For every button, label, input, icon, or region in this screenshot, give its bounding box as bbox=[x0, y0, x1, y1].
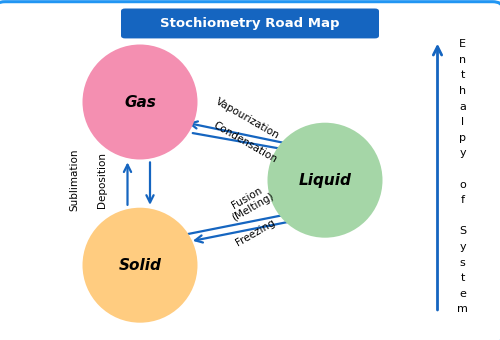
Text: E: E bbox=[459, 39, 466, 49]
Text: f: f bbox=[460, 195, 464, 205]
Text: Sublimation: Sublimation bbox=[69, 149, 79, 211]
Ellipse shape bbox=[268, 123, 382, 238]
Text: t: t bbox=[460, 273, 464, 283]
Text: p: p bbox=[459, 133, 466, 143]
Text: y: y bbox=[459, 242, 466, 252]
FancyBboxPatch shape bbox=[121, 8, 379, 38]
Text: Deposition: Deposition bbox=[98, 152, 108, 208]
Text: Solid: Solid bbox=[118, 258, 162, 273]
Text: Condensation: Condensation bbox=[212, 120, 278, 165]
Text: Vapourization: Vapourization bbox=[214, 97, 281, 141]
Text: n: n bbox=[459, 55, 466, 65]
Text: m: m bbox=[457, 304, 468, 314]
Text: Liquid: Liquid bbox=[298, 173, 352, 188]
Text: e: e bbox=[459, 289, 466, 299]
Text: o: o bbox=[459, 180, 466, 190]
Text: l: l bbox=[461, 117, 464, 127]
Text: s: s bbox=[460, 258, 466, 268]
Text: Gas: Gas bbox=[124, 95, 156, 109]
Text: Freezing: Freezing bbox=[234, 218, 276, 248]
Text: y: y bbox=[459, 148, 466, 158]
Text: Fusion
(Melting): Fusion (Melting) bbox=[224, 182, 276, 223]
Text: h: h bbox=[459, 86, 466, 96]
Ellipse shape bbox=[82, 208, 198, 323]
Text: S: S bbox=[459, 226, 466, 236]
Text: t: t bbox=[460, 70, 464, 80]
Text: Stochiometry Road Map: Stochiometry Road Map bbox=[160, 17, 340, 30]
Ellipse shape bbox=[82, 45, 198, 159]
Text: a: a bbox=[459, 102, 466, 112]
